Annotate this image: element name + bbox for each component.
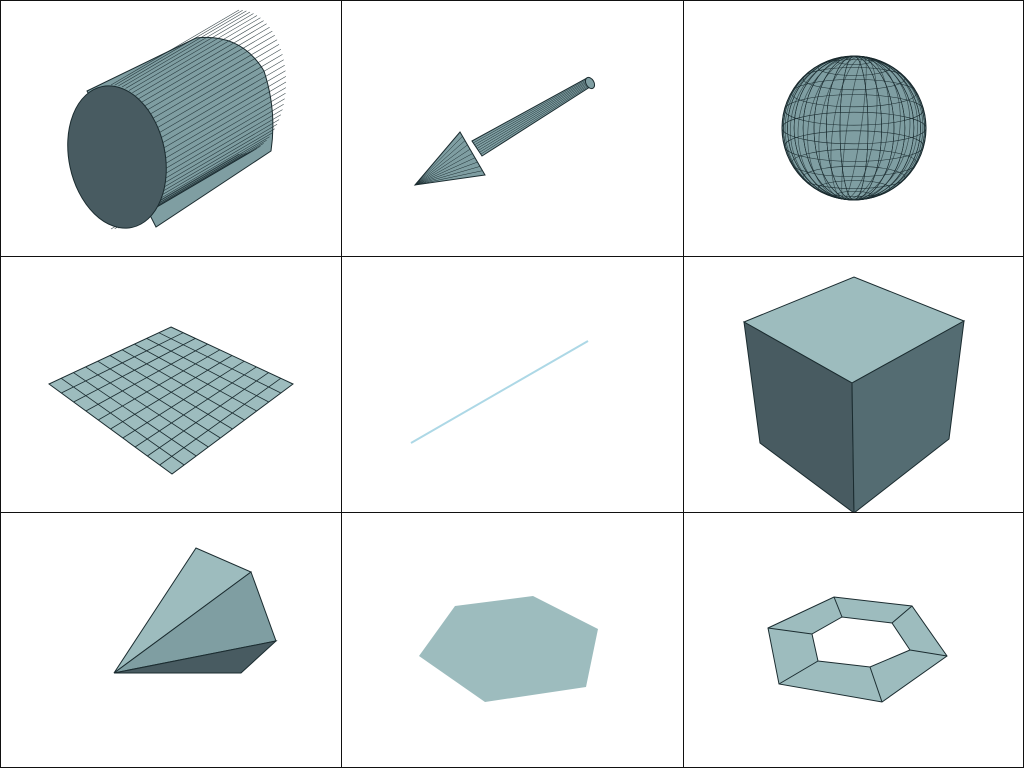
line-icon: [410, 340, 589, 444]
cylinder-front-cap: [67, 85, 167, 229]
sphere-icon: [781, 55, 927, 201]
viewport-arrow[interactable]: [341, 0, 684, 257]
viewport-hexagon[interactable]: [341, 512, 684, 768]
cube-left-face: [743, 321, 855, 512]
hexagon-icon: [419, 596, 598, 702]
arrow-end-cap: [584, 76, 596, 90]
cube-right-face: [851, 320, 965, 512]
line-segment: [410, 340, 589, 444]
cube-icon: [742, 276, 966, 512]
ring-icon: [767, 596, 948, 703]
viewport-cylinder[interactable]: [0, 0, 342, 257]
sphere-mesh: [781, 55, 927, 201]
viewport-cone[interactable]: [0, 512, 342, 768]
plane-grid-lines: [60, 332, 282, 466]
ring-surface: [767, 596, 948, 703]
arrow-shaft: [471, 77, 594, 157]
viewport-cube[interactable]: [683, 256, 1024, 513]
hexagon-face: [419, 596, 598, 702]
viewport-line[interactable]: [341, 256, 684, 513]
arrow-head-facets: [414, 136, 483, 186]
viewport-plane[interactable]: [0, 256, 342, 513]
plane-surface: [48, 326, 294, 475]
viewport-sphere[interactable]: [683, 0, 1024, 257]
arrow-shaft-facets: [473, 78, 593, 155]
arrow-icon: [413, 76, 596, 186]
cone-face-3: [113, 640, 278, 674]
cone-icon: [113, 547, 278, 674]
ring-segment-edges: [767, 596, 948, 703]
grid-plane-icon: [48, 326, 294, 475]
viewport-disk[interactable]: [683, 512, 1024, 768]
cylinder-icon: [67, 9, 287, 230]
